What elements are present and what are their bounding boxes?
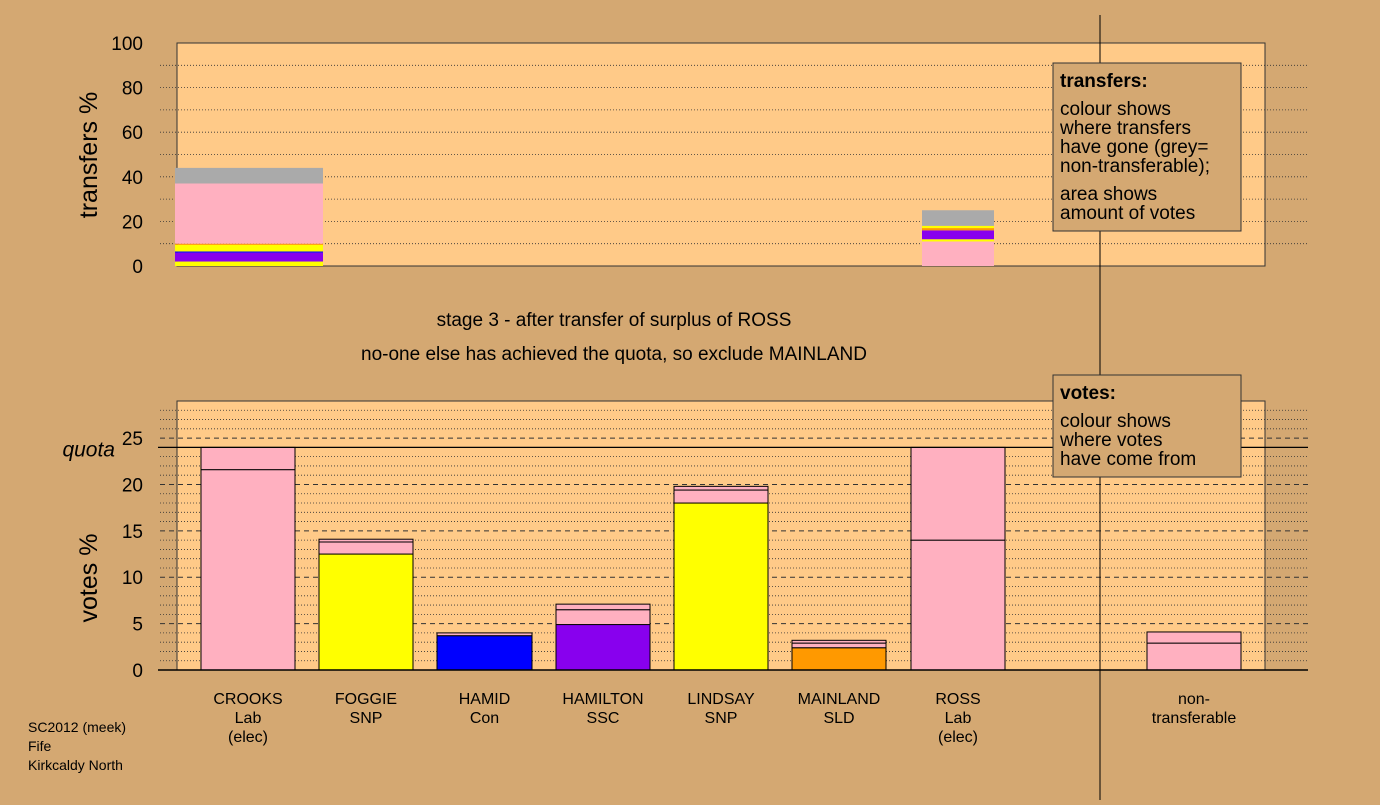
transfer-bar-crooks-segment <box>175 244 323 252</box>
transfers-legend-text: colour shows <box>1060 99 1171 120</box>
transfer-bar-crooks-segment <box>175 251 323 253</box>
vote-bar-ross-segment <box>910 539 1006 671</box>
transfer-bar-ross-segment <box>922 241 994 266</box>
stage-subtitle: no-one else has achieved the quota, so e… <box>361 344 867 365</box>
transfer-bar-ross-segment <box>922 230 994 240</box>
transfers-y-tick: 0 <box>132 257 143 278</box>
candidate-label-ross: (elec) <box>938 729 978 746</box>
transfer-bar-crooks-segment <box>175 183 323 244</box>
transfers-y-tick: 100 <box>111 34 143 55</box>
transfer-bar-crooks-segment <box>175 252 323 262</box>
transfers-legend-text: non-transferable); <box>1060 156 1210 177</box>
candidate-label-foggie: FOGGIE <box>335 691 397 708</box>
candidate-label-crooks: Lab <box>235 710 262 727</box>
transfers-y-tick: 40 <box>122 168 143 189</box>
footer-council: Fife <box>28 738 52 754</box>
transfer-bar-ross-segment <box>922 239 994 242</box>
candidate-label-lindsay: SNP <box>705 710 738 727</box>
vote-bar-ross-segment <box>910 446 1006 541</box>
vote-bar-hamilton-segment <box>555 603 651 611</box>
vote-bar-crooks-segment <box>200 469 296 671</box>
footer-ward: Kirkcaldy North <box>28 757 123 773</box>
candidate-label-crooks: CROOKS <box>213 691 282 708</box>
transfer-bar-crooks-segment <box>175 167 323 184</box>
vote-bar-non-transferable-segment <box>1146 631 1242 644</box>
candidate-label-hamid: Con <box>470 710 499 727</box>
vote-bar-hamid-segment <box>436 632 533 637</box>
candidate-label-non-transferable: transferable <box>1152 710 1237 727</box>
vote-bar-crooks-segment <box>200 446 296 471</box>
footer-election: SC2012 (meek) <box>28 719 127 735</box>
vote-bar-lindsay-segment <box>673 489 769 504</box>
votes-y-tick: 10 <box>122 568 143 589</box>
votes-legend-text: colour shows <box>1060 411 1171 432</box>
transfers-y-tick: 80 <box>122 79 143 100</box>
votes-legend-title: votes: <box>1060 383 1116 404</box>
vote-bar-mainland-segment <box>791 642 887 649</box>
votes-y-tick: 0 <box>132 661 143 682</box>
vote-bar-lindsay-segment <box>673 485 769 491</box>
quota-label: quota <box>62 438 115 461</box>
vote-bar-hamilton-segment <box>555 609 651 626</box>
votes-y-tick: 5 <box>132 615 143 636</box>
transfer-bar-crooks-segment <box>175 243 323 245</box>
votes-y-tick: 15 <box>122 522 143 543</box>
votes-legend-text: have come from <box>1060 449 1196 470</box>
transfers-y-tick: 20 <box>122 212 143 233</box>
vote-bar-hamid-segment <box>436 635 533 671</box>
vote-bar-foggie-segment <box>318 538 414 543</box>
candidate-label-ross: ROSS <box>935 691 980 708</box>
transfers-legend-text: where transfers <box>1059 118 1191 139</box>
candidate-label-hamilton: HAMILTON <box>562 691 643 708</box>
candidate-label-foggie: SNP <box>350 710 383 727</box>
candidate-label-hamid: HAMID <box>459 691 511 708</box>
transfers-legend-text: have gone (grey= <box>1060 137 1208 158</box>
transfer-bar-ross-segment <box>922 228 994 231</box>
vote-bar-non-transferable-segment <box>1146 642 1242 671</box>
vote-bar-foggie-segment <box>318 541 414 555</box>
transfer-bar-ross-segment <box>922 210 994 226</box>
transfer-bar-ross-segment <box>922 225 994 229</box>
votes-legend-box <box>1052 374 1242 478</box>
footer: SC2012 (meek) Fife Kirkcaldy North <box>28 718 126 775</box>
candidate-label-mainland: SLD <box>823 710 854 727</box>
votes-legend-text: where votes <box>1059 430 1162 451</box>
vote-bar-mainland-segment <box>791 639 887 644</box>
transfer-bar-crooks-segment <box>175 261 323 266</box>
votes-y-label: votes % <box>75 534 103 623</box>
vote-bar-hamilton-segment <box>555 624 651 671</box>
candidate-label-ross: Lab <box>945 710 972 727</box>
transfers-y-label: transfers % <box>75 92 103 218</box>
transfers-y-tick: 60 <box>122 123 143 144</box>
candidate-label-crooks: (elec) <box>228 729 268 746</box>
votes-y-tick: 25 <box>122 429 143 450</box>
transfers-legend-text: amount of votes <box>1060 203 1195 224</box>
vote-bar-mainland-segment <box>791 647 887 671</box>
vote-bar-lindsay-segment <box>673 502 769 671</box>
votes-y-tick: 20 <box>122 475 143 496</box>
candidate-label-hamilton: SSC <box>587 710 620 727</box>
transfers-legend-text: area shows <box>1060 184 1157 205</box>
candidate-label-non-transferable: non- <box>1178 691 1210 708</box>
candidate-label-lindsay: LINDSAY <box>687 691 755 708</box>
stage-title: stage 3 - after transfer of surplus of R… <box>437 310 792 331</box>
transfers-legend-title: transfers: <box>1060 71 1148 92</box>
transfers-legend-box <box>1052 62 1242 232</box>
candidate-label-mainland: MAINLAND <box>798 691 881 708</box>
vote-bar-foggie-segment <box>318 553 414 671</box>
